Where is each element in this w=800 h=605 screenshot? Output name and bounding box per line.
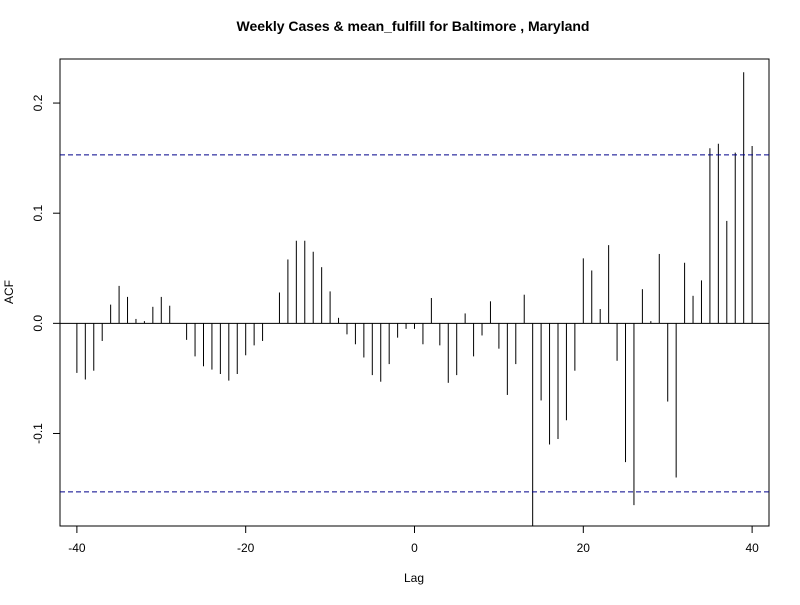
x-tick-label: -20	[237, 541, 255, 555]
y-tick-label: 0.1	[31, 205, 45, 222]
plot-frame	[59, 58, 770, 527]
y-tick-label: 0.2	[31, 94, 45, 111]
y-axis-label: ACF	[2, 280, 16, 304]
y-tick-label: 0.0	[31, 315, 45, 332]
y-tick-label: -0.1	[31, 423, 45, 444]
x-tick-label: 0	[411, 541, 418, 555]
reference-lines	[60, 154, 769, 493]
y-axis: -0.1 0.0 0.1 0.2	[31, 94, 60, 444]
chart-title: Weekly Cases & mean_fulfill for Baltimor…	[237, 18, 590, 34]
x-tick-label: 40	[745, 541, 759, 555]
x-axis: -40 -20 0 20 40	[68, 526, 759, 555]
x-tick-label: -40	[68, 541, 86, 555]
acf-bars	[76, 72, 753, 526]
x-axis-label: Lag	[404, 571, 424, 585]
x-tick-label: 20	[577, 541, 591, 555]
